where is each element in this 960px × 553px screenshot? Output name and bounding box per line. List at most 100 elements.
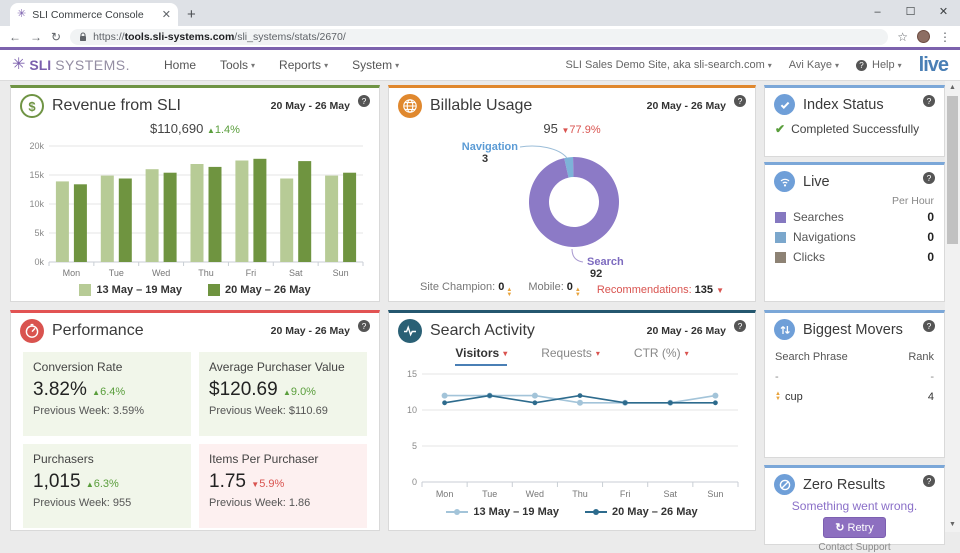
tab-visitors[interactable]: Visitors ▾ [455,346,508,366]
svg-text:10: 10 [407,405,417,415]
trend-down-icon: ▼ [716,285,724,295]
performance-cards: Conversion Rate 3.82% ▲6.4% Previous Wee… [11,346,379,534]
retry-button[interactable]: ↻ Retry [823,517,886,538]
panel-title: Billable Usage [430,97,533,114]
help-menu[interactable]: ? Help ▾ [856,59,902,71]
wifi-icon [774,171,795,192]
contact-support-link[interactable]: Contact Support [818,542,891,553]
chevron-down-icon: ▾ [767,60,772,70]
billable-footer: Site Champion: 0 ▲ ▼ Mobile: 0 ▲ ▼ Recommendat… [389,281,755,298]
close-icon[interactable]: ✕ [938,6,949,18]
window-controls: – ☐ ✕ [861,0,960,26]
chevron-down-icon: ▾ [897,60,902,70]
reload-icon[interactable]: ↻ [51,29,62,44]
tab-requests[interactable]: Requests ▾ [541,346,600,360]
svg-text:Sun: Sun [707,489,723,499]
scroll-down-icon[interactable]: ▼ [949,521,956,528]
svg-text:15k: 15k [29,170,44,180]
scroll-up-icon[interactable]: ▲ [949,84,956,91]
back-icon[interactable]: ← [9,29,21,44]
series-swatch [775,211,786,223]
dollar-icon: $ [20,94,44,118]
date-range: 20 May - 26 May [270,325,350,337]
movers-row[interactable]: ▲ ▼ cup 4 [775,391,934,403]
recommendations-stat: Recommendations: 135 ▼ [596,283,724,296]
zero-results-panel: Zero Results ? Something went wrong. ↻ R… [764,465,945,553]
browser-tab-strip: ✳ SLI Commerce Console ✕ + – ☐ ✕ [0,0,960,26]
menu-item-reports[interactable]: Reports ▾ [279,58,329,72]
help-icon[interactable]: ? [734,95,746,107]
live-row-clicks: Clicks 0 [765,247,944,267]
padlock-icon [80,31,87,41]
address-bar[interactable]: https://tools.sli-systems.com/sli_system… [70,28,889,45]
biggest-movers-panel: Biggest Movers ? Search Phrase Rank -- ▲ ▼… [764,310,945,458]
stat-card-items-per-purchaser: Items Per Purchaser 1.75 ▼5.9% Previous … [199,444,367,528]
scrollbar-thumb[interactable] [947,96,958,244]
live-row-navigations: Navigations 0 [765,227,944,247]
movers-row: -- [775,371,934,383]
revenue-total: $110,690 ▲1.4% [150,121,240,136]
tab-close-icon[interactable]: ✕ [161,9,171,21]
svg-text:Sun: Sun [333,268,349,278]
legend-item: 13 May – 19 May [446,506,559,518]
forward-icon[interactable]: → [30,29,42,44]
maximize-icon[interactable]: ☐ [905,6,916,18]
help-icon[interactable]: ? [734,320,746,332]
site-selector[interactable]: SLI Sales Demo Site, aka sli-search.com ▾ [565,59,772,71]
movers-header-row: Search Phrase Rank [775,351,934,363]
menu-item-tools[interactable]: Tools ▾ [220,58,256,72]
svg-text:3: 3 [482,153,488,165]
trend-down-icon: ▼ [561,126,570,135]
svg-text:Wed: Wed [152,268,170,278]
browser-menu-icon[interactable]: ⋮ [939,29,951,44]
search-activity-panel: Search Activity 20 May - 26 May ? Visito… [388,310,756,531]
bookmark-star-icon[interactable]: ☆ [897,29,908,44]
svg-text:Fri: Fri [246,268,257,278]
svg-text:0: 0 [412,477,417,487]
zero-results-body: Something went wrong. ↻ Retry Contact Su… [765,499,944,553]
app-nav-bar: ✳ SLI SYSTEMS. Home Tools ▾ Reports ▾ Syst… [0,50,960,81]
profile-avatar[interactable] [917,30,930,43]
help-icon[interactable]: ? [923,95,935,107]
trend-icon: ▲ [282,388,291,397]
sort-icon[interactable]: ▲ ▼ [574,287,581,298]
page-scrollbar[interactable]: ▲ ▼ [945,81,960,532]
chevron-down-icon: ▾ [251,60,256,70]
menu-item-system[interactable]: System ▾ [352,58,400,72]
panel-title: Live [803,173,830,190]
user-menu[interactable]: Avi Kaye ▾ [788,59,839,71]
svg-text:0k: 0k [34,257,44,267]
help-icon[interactable]: ? [358,95,370,107]
mobile-stat: Mobile: 0 ▲ ▼ [528,281,581,298]
tab-ctr[interactable]: CTR (%) ▾ [633,346,689,360]
svg-text:5: 5 [412,441,417,451]
per-hour-label: Per Hour [891,195,934,207]
stat-card-avg-purchaser-value: Average Purchaser Value $120.69 ▲9.0% Pr… [199,352,367,436]
gauge-icon [20,319,44,343]
new-tab-button[interactable]: + [187,6,196,23]
menu-item-home[interactable]: Home [163,58,196,72]
chevron-down-icon: ▾ [503,349,508,358]
performance-panel: Performance 20 May - 26 May ? Conversion… [10,310,380,531]
help-icon[interactable]: ? [923,172,935,184]
sli-systems-logo[interactable]: ✳ SLI SYSTEMS. [12,57,130,74]
help-icon[interactable]: ? [923,475,935,487]
sort-icon[interactable]: ▲ ▼ [506,287,513,298]
sort-icon: ▲ ▼ [775,391,781,402]
search-activity-tabs: Visitors ▾ Requests ▾ CTR (%) ▾ [389,346,755,366]
help-icon[interactable]: ? [923,320,935,332]
browser-tab[interactable]: ✳ SLI Commerce Console ✕ [10,3,178,26]
live-row-searches: Searches 0 [765,207,944,227]
browser-url-bar: ← → ↻ https://tools.sli-systems.com/sli_… [0,26,960,47]
svg-text:10k: 10k [29,199,44,209]
trend-icon: ▲ [85,480,94,489]
legend-item: 20 May – 26 May [585,506,698,518]
help-icon[interactable]: ? [358,320,370,332]
nav-right-group: SLI Sales Demo Site, aka sli-search.com ▾… [565,54,949,77]
stat-card-purchasers: Purchasers 1,015 ▲6.3% Previous Week: 95… [23,444,191,528]
brand-systems-text: SYSTEMS. [55,57,130,73]
minimize-icon[interactable]: – [874,6,881,18]
revenue-panel: $ Revenue from SLI 20 May - 26 May ? $11… [10,85,380,302]
svg-text:5k: 5k [34,228,44,238]
